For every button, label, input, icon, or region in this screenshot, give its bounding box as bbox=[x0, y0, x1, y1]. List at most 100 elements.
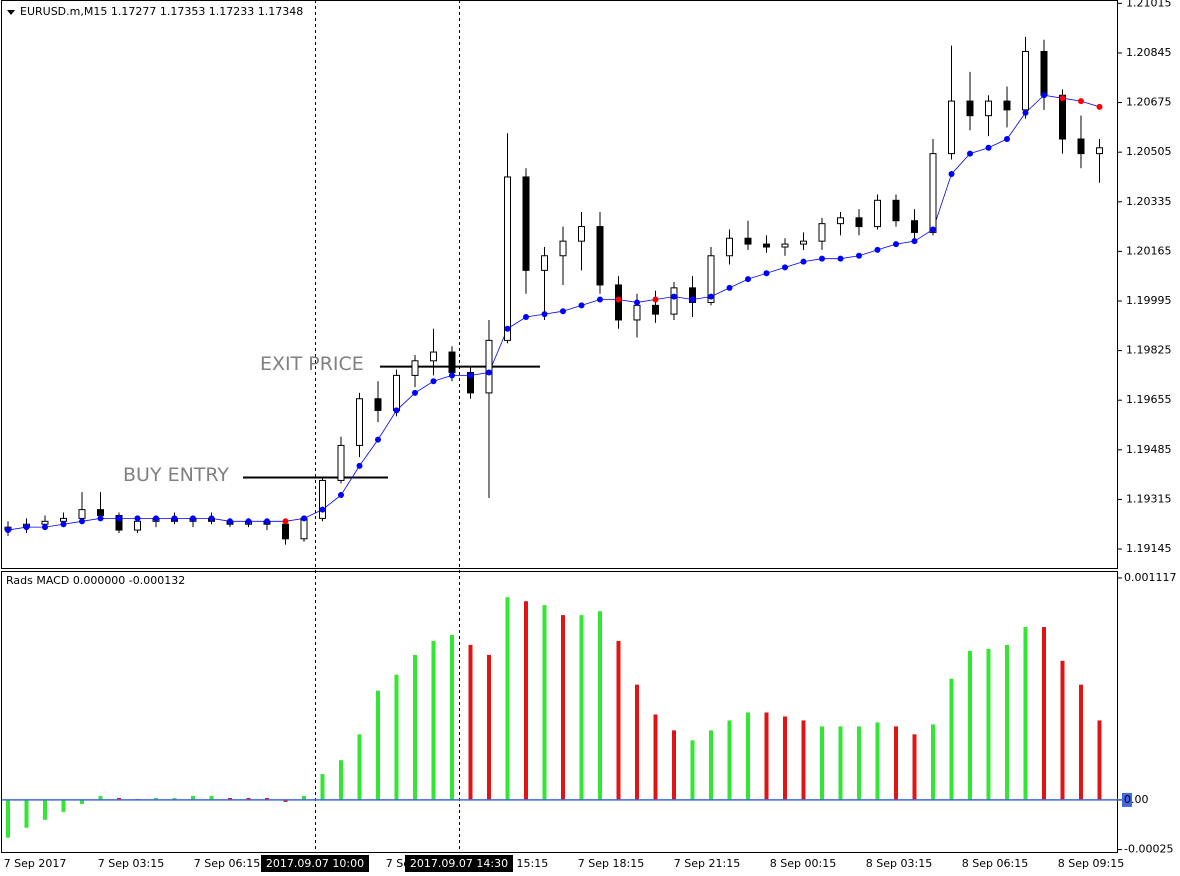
current-value-box bbox=[1122, 792, 1132, 807]
candle-body bbox=[763, 243, 770, 248]
candle-body bbox=[911, 220, 918, 233]
candle-body bbox=[97, 509, 104, 516]
indicator-dot bbox=[560, 308, 566, 315]
marker-label-box bbox=[405, 855, 513, 872]
histogram-bar bbox=[413, 654, 417, 800]
candle-body bbox=[411, 360, 419, 376]
candle-body bbox=[855, 217, 863, 228]
histogram-bar bbox=[1042, 627, 1046, 800]
indicator-dot bbox=[190, 515, 196, 522]
histogram-bar bbox=[43, 799, 47, 820]
histogram-bar bbox=[561, 615, 565, 800]
candle-body bbox=[374, 398, 382, 411]
indicator-dot bbox=[523, 314, 529, 321]
histogram-bar bbox=[505, 597, 510, 800]
histogram-bar bbox=[61, 799, 66, 812]
histogram-bar bbox=[117, 797, 121, 800]
indicator-dot bbox=[652, 296, 659, 303]
indicator-dot bbox=[301, 515, 307, 522]
indicator-dot bbox=[375, 436, 381, 443]
y-tick-label: 1.19825 bbox=[1126, 344, 1172, 357]
indicator-dot bbox=[1041, 92, 1047, 99]
indicator-dot bbox=[634, 299, 640, 306]
indicator-dot bbox=[1004, 136, 1010, 143]
candle-body bbox=[541, 255, 548, 271]
histogram-bar bbox=[172, 797, 177, 800]
histogram-bar bbox=[801, 720, 806, 800]
histogram-bar bbox=[320, 774, 325, 800]
y-tick-label: 1.20335 bbox=[1126, 195, 1172, 208]
candle-body bbox=[1040, 50, 1048, 96]
candle-body bbox=[874, 199, 881, 228]
indicator-dot bbox=[153, 515, 159, 522]
indicator-dot bbox=[1022, 109, 1029, 116]
menu-arrow[interactable] bbox=[7, 10, 15, 15]
indicator-dot bbox=[726, 284, 733, 291]
histogram-bar bbox=[24, 799, 29, 828]
indicator-dot bbox=[615, 296, 622, 303]
x-tick-label: 8 Sep 06:15 bbox=[962, 857, 1028, 870]
indicator-dot bbox=[689, 296, 696, 303]
indicator-dot bbox=[486, 369, 492, 376]
candle-body bbox=[596, 226, 604, 286]
indicator-dot bbox=[467, 372, 474, 379]
histogram-bar bbox=[228, 797, 232, 800]
candle-body bbox=[522, 176, 530, 271]
indicator-dot bbox=[42, 524, 48, 531]
annotation: BUY ENTRY bbox=[123, 464, 229, 486]
candle-body bbox=[929, 153, 937, 233]
histogram-bar bbox=[431, 640, 436, 800]
indicator-dot bbox=[60, 521, 67, 528]
candle-body bbox=[818, 223, 826, 242]
indicator-dot bbox=[948, 171, 955, 178]
histogram-bar bbox=[672, 730, 676, 800]
histogram-bar bbox=[468, 644, 473, 800]
candle-body bbox=[652, 304, 659, 315]
indicator-dot bbox=[1096, 103, 1103, 110]
candle-body bbox=[430, 351, 437, 362]
histogram-bar bbox=[209, 795, 214, 800]
indicator-dot bbox=[356, 462, 363, 469]
histogram-bar bbox=[1097, 720, 1102, 800]
y-tick-label: 1.19655 bbox=[1126, 393, 1172, 406]
histogram-bar bbox=[394, 674, 399, 800]
indicator-dot bbox=[79, 518, 85, 525]
indicator-dot bbox=[338, 492, 344, 499]
histogram-bar bbox=[838, 726, 843, 800]
indicator-dot bbox=[800, 258, 807, 265]
histogram-bar bbox=[376, 690, 380, 800]
candle-body bbox=[60, 517, 67, 522]
indicator-dot bbox=[856, 252, 862, 259]
candle-body bbox=[781, 243, 789, 248]
indicator-dot bbox=[208, 515, 215, 522]
indicator-dot bbox=[23, 524, 30, 531]
histogram-bar bbox=[1060, 660, 1065, 800]
indicator-dot bbox=[874, 246, 881, 253]
histogram-bar bbox=[986, 648, 991, 800]
indicator-dot bbox=[578, 302, 585, 309]
histogram-bar bbox=[912, 734, 917, 800]
y-tick-label: 1.20845 bbox=[1126, 46, 1172, 59]
x-tick-label: 7 Sep 18:15 bbox=[578, 857, 644, 870]
histogram-bar bbox=[783, 716, 787, 800]
macd-pane-frame bbox=[1, 571, 1118, 853]
histogram-bar bbox=[542, 605, 547, 800]
y-tick-label: 0.00 bbox=[1124, 793, 1149, 806]
histogram-bar bbox=[968, 650, 972, 800]
histogram-bar bbox=[191, 795, 195, 800]
candle-body bbox=[448, 351, 456, 373]
indicator-dot bbox=[393, 407, 400, 414]
indicator-dot bbox=[782, 264, 788, 271]
histogram-bar bbox=[727, 720, 732, 800]
candle-body bbox=[504, 176, 511, 341]
candle-body bbox=[356, 398, 363, 446]
indicator-dot bbox=[893, 241, 899, 248]
histogram-bar bbox=[357, 734, 362, 800]
histogram-bar bbox=[524, 601, 528, 800]
histogram-bar bbox=[1023, 627, 1028, 800]
x-tick-label: 7 Sep 03:15 bbox=[98, 857, 164, 870]
indicator-dot bbox=[1059, 95, 1066, 102]
candle-body bbox=[633, 304, 641, 321]
x-tick-label: 8 Sep 09:15 bbox=[1058, 857, 1124, 870]
